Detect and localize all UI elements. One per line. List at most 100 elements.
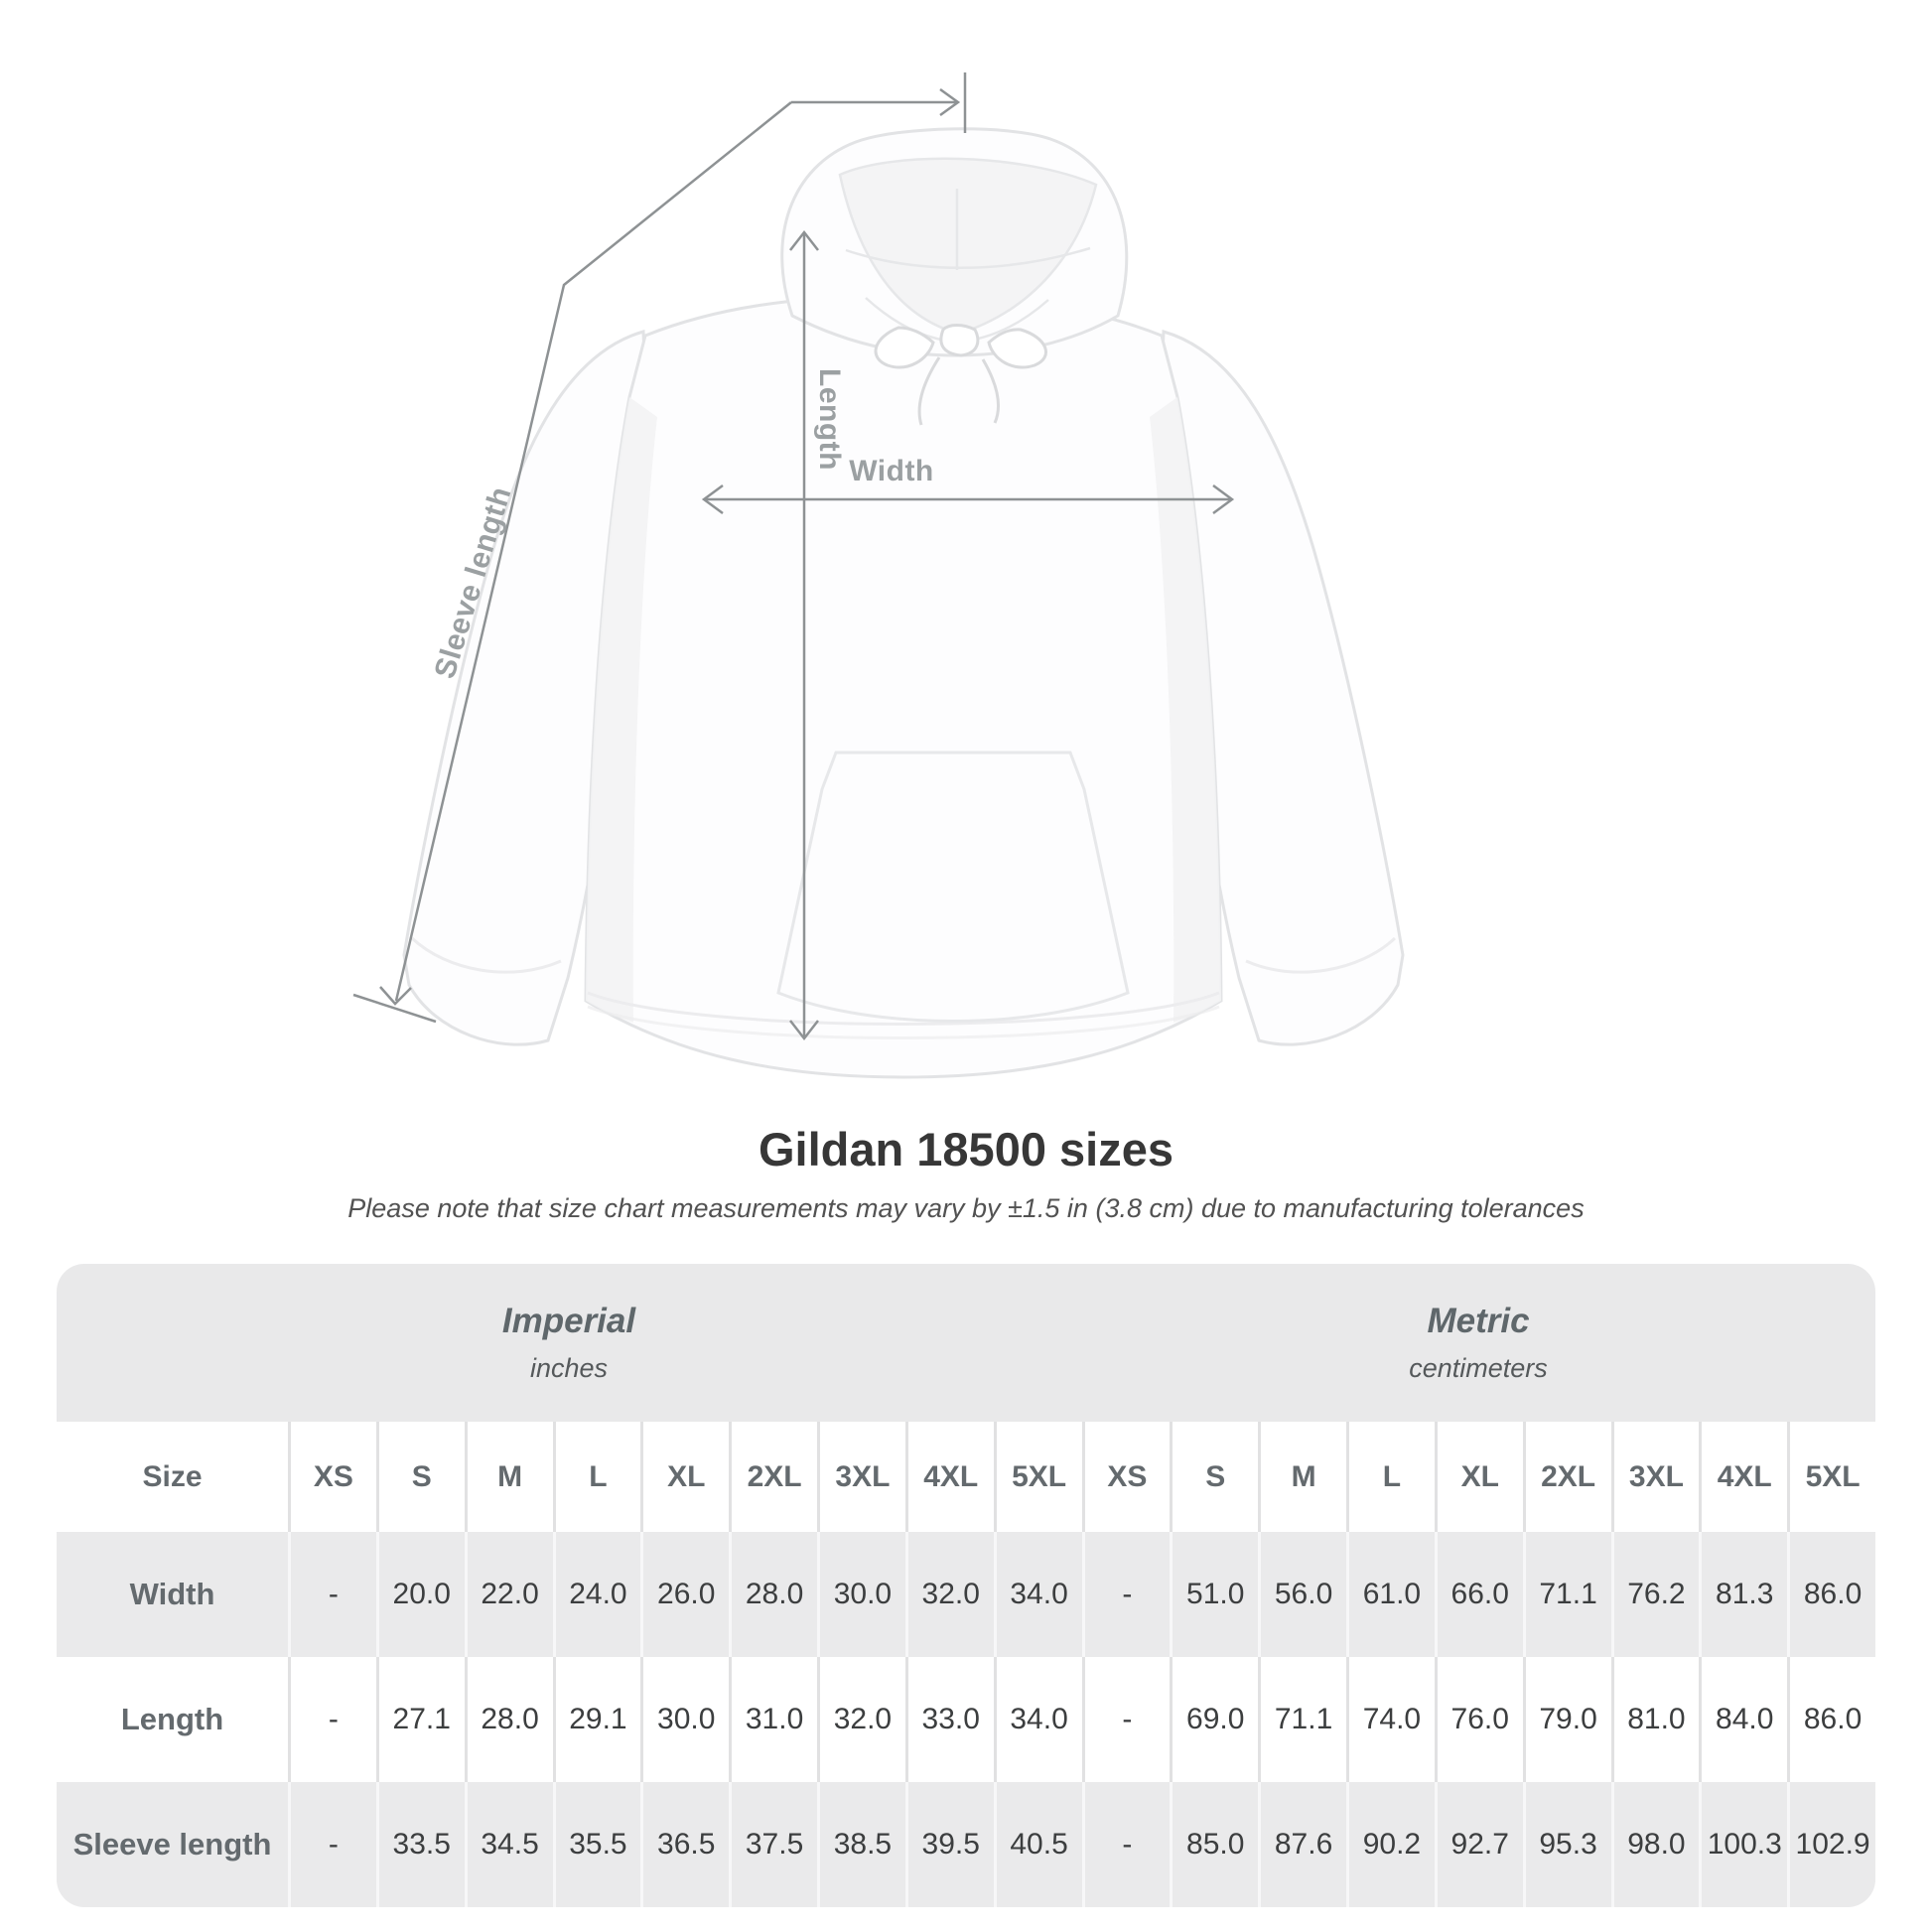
table-cell-metric: 69.0 xyxy=(1170,1657,1258,1782)
page-title: Gildan 18500 sizes xyxy=(758,1123,1174,1175)
size-column-header-metric-xs: XS xyxy=(1081,1422,1171,1532)
length-dimension-label: Length xyxy=(813,368,846,471)
width-dimension-line xyxy=(701,483,1235,515)
table-cell-metric: 86.0 xyxy=(1787,1532,1875,1657)
table-cell-metric: 87.6 xyxy=(1258,1782,1346,1907)
table-cell-imperial: 37.5 xyxy=(729,1782,817,1907)
imperial-unit-group: Imperial inches xyxy=(57,1264,1081,1422)
metric-label: Metric xyxy=(1427,1302,1530,1340)
size-column-header-imperial-m: M xyxy=(464,1422,553,1532)
table-cell-imperial: 35.5 xyxy=(552,1782,641,1907)
table-row-width: Width -20.0 22.0 24.0 26.0 28.0 30.0 32.0 34.0-5… xyxy=(57,1532,1875,1657)
size-column-header-metric-m: M xyxy=(1258,1422,1346,1532)
metric-unit-label: centimeters xyxy=(1409,1353,1548,1383)
table-cell-imperial: 32.0 xyxy=(817,1657,905,1782)
table-cell-imperial: 20.0 xyxy=(375,1532,465,1657)
row-label: Width xyxy=(129,1577,215,1611)
hoodie-diagram: Length Width Sleeve length xyxy=(352,72,1405,1079)
table-cell-imperial: 32.0 xyxy=(904,1532,994,1657)
table-cell-metric: 98.0 xyxy=(1610,1782,1700,1907)
table-cell-metric: 100.3 xyxy=(1699,1782,1787,1907)
kangaroo-pocket xyxy=(776,751,1130,1023)
imperial-label: Imperial xyxy=(501,1302,636,1340)
table-cell-metric: 74.0 xyxy=(1346,1657,1435,1782)
table-cell-imperial: - xyxy=(288,1532,376,1657)
table-cell-imperial: 39.5 xyxy=(904,1782,994,1907)
size-column-header-imperial-s: S xyxy=(375,1422,465,1532)
hem-seams xyxy=(587,991,1220,1039)
size-column-header-imperial-l: L xyxy=(552,1422,641,1532)
size-column-header-imperial-xs: XS xyxy=(288,1422,376,1532)
table-cell-imperial: 34.5 xyxy=(464,1782,553,1907)
table-cell-metric: 76.2 xyxy=(1610,1532,1700,1657)
table-cell-imperial: 22.0 xyxy=(464,1532,553,1657)
size-header-row: Size XS S M L XL 2XL 3XL 4XL 5XL XS S M L XL 2XL 3XL 4XL 5… xyxy=(57,1422,1875,1532)
table-cell-imperial: 40.5 xyxy=(993,1782,1082,1907)
table-cell-metric: 51.0 xyxy=(1170,1532,1258,1657)
table-cell-metric: 71.1 xyxy=(1522,1532,1611,1657)
cuff-seams xyxy=(410,936,1397,974)
table-cell-imperial: 24.0 xyxy=(552,1532,641,1657)
table-cell-metric: - xyxy=(1081,1657,1171,1782)
size-column-header-metric-5xl: 5XL xyxy=(1787,1422,1875,1532)
row-label: Length xyxy=(120,1702,224,1736)
table-cell-imperial: 26.0 xyxy=(640,1532,729,1657)
table-cell-imperial: 30.0 xyxy=(817,1532,905,1657)
body-shading xyxy=(586,397,1221,1023)
table-cell-imperial: 38.5 xyxy=(817,1782,905,1907)
table-row-sleeve-length: Sleeve length -33.5 34.5 35.5 36.5 37.5 38.5 39… xyxy=(57,1782,1875,1907)
size-table-grid: Size XS S M L XL 2XL 3XL 4XL 5XL XS S M L XL 2XL 3XL 4XL 5… xyxy=(57,1422,1875,1907)
size-column-header-metric-l: L xyxy=(1346,1422,1435,1532)
table-cell-metric: 71.1 xyxy=(1258,1657,1346,1782)
width-dimension-label: Width xyxy=(849,455,934,487)
drawstring-bow xyxy=(874,324,1047,426)
table-cell-metric: 102.9 xyxy=(1787,1782,1875,1907)
size-column-header-metric-xl: XL xyxy=(1434,1422,1523,1532)
imperial-unit-label: inches xyxy=(529,1353,609,1383)
length-dimension-line xyxy=(789,229,819,1041)
table-cell-imperial: - xyxy=(288,1657,376,1782)
table-cell-metric: 90.2 xyxy=(1346,1782,1435,1907)
table-cell-imperial: 33.5 xyxy=(375,1782,465,1907)
table-cell-imperial: 36.5 xyxy=(640,1782,729,1907)
row-label: Sleeve length xyxy=(72,1827,272,1862)
hoodie-image xyxy=(352,72,1405,1079)
dimension-lines xyxy=(352,72,1235,1041)
hood-opening xyxy=(838,157,1098,336)
table-cell-metric: 85.0 xyxy=(1170,1782,1258,1907)
table-cell-metric: 61.0 xyxy=(1346,1532,1435,1657)
table-cell-metric: 86.0 xyxy=(1787,1657,1875,1782)
size-table: Imperial inches Metric centimeters Size X… xyxy=(57,1264,1875,1907)
size-column-header-metric-s: S xyxy=(1170,1422,1258,1532)
table-cell-metric: - xyxy=(1081,1532,1171,1657)
size-column-header-imperial-2xl: 2XL xyxy=(729,1422,817,1532)
table-cell-imperial: 30.0 xyxy=(640,1657,729,1782)
table-cell-metric: 81.0 xyxy=(1610,1657,1700,1782)
size-column-header-imperial-3xl: 3XL xyxy=(817,1422,905,1532)
table-cell-metric: 76.0 xyxy=(1434,1657,1523,1782)
table-cell-metric: - xyxy=(1081,1782,1171,1907)
table-cell-imperial: 27.1 xyxy=(375,1657,465,1782)
size-column-header-imperial-4xl: 4XL xyxy=(904,1422,994,1532)
tolerance-note: Please note that size chart measurements… xyxy=(347,1193,1585,1223)
size-column-header-imperial-xl: XL xyxy=(640,1422,729,1532)
table-cell-imperial: 34.0 xyxy=(993,1532,1082,1657)
size-column-header-metric-2xl: 2XL xyxy=(1522,1422,1611,1532)
table-row-length: Length -27.1 28.0 29.1 30.0 31.0 32.0 33.0 34.0-… xyxy=(57,1657,1875,1782)
table-cell-imperial: 28.0 xyxy=(464,1657,553,1782)
size-corner-header: Size xyxy=(142,1459,203,1493)
table-cell-imperial: - xyxy=(288,1782,376,1907)
size-column-header-metric-4xl: 4XL xyxy=(1699,1422,1787,1532)
table-cell-metric: 95.3 xyxy=(1522,1782,1611,1907)
table-cell-metric: 66.0 xyxy=(1434,1532,1523,1657)
table-cell-metric: 79.0 xyxy=(1522,1657,1611,1782)
table-cell-metric: 84.0 xyxy=(1699,1657,1787,1782)
size-column-header-imperial-5xl: 5XL xyxy=(993,1422,1082,1532)
table-cell-metric: 92.7 xyxy=(1434,1782,1523,1907)
table-cell-imperial: 28.0 xyxy=(729,1532,817,1657)
metric-unit-group: Metric centimeters xyxy=(1081,1264,1875,1422)
sleeve-length-dimension-line xyxy=(352,72,967,1024)
table-cell-imperial: 33.0 xyxy=(904,1657,994,1782)
table-cell-imperial: 34.0 xyxy=(993,1657,1082,1782)
